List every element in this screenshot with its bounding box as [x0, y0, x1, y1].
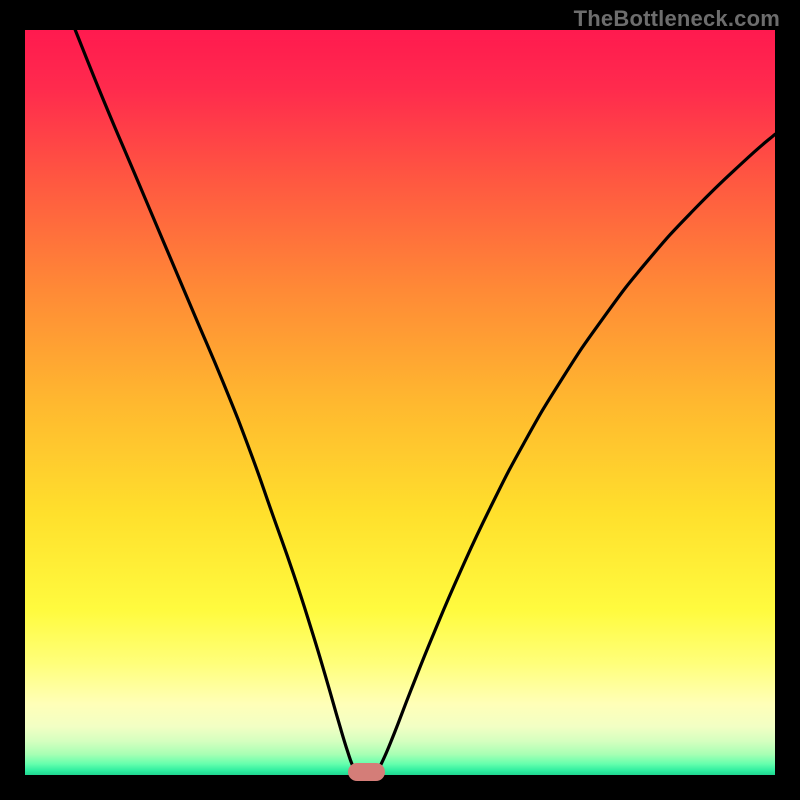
- watermark-text: TheBottleneck.com: [574, 6, 780, 32]
- curve-left-branch: [75, 30, 359, 775]
- bottleneck-curve: [25, 30, 775, 775]
- chart-frame: TheBottleneck.com: [0, 0, 800, 800]
- plot-area: [25, 30, 775, 775]
- curve-right-branch: [374, 134, 775, 775]
- optimal-marker: [348, 763, 386, 781]
